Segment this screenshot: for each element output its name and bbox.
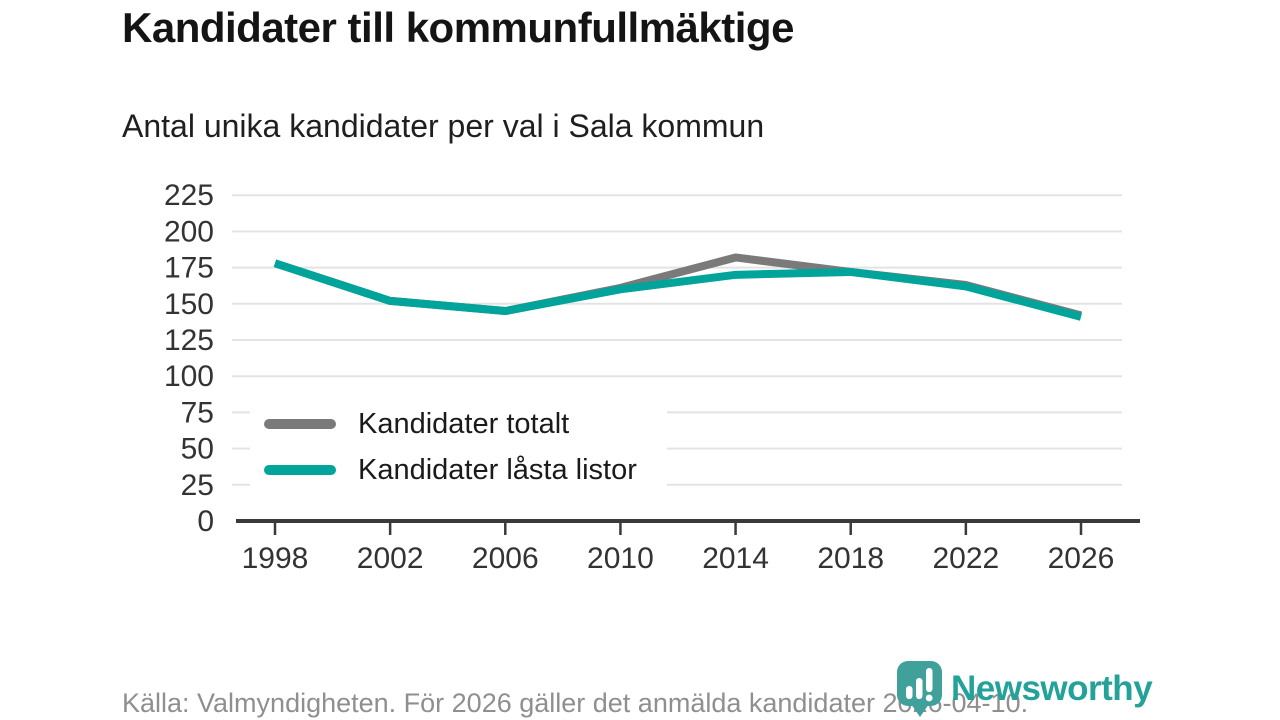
legend-swatch-lasta-listor xyxy=(264,465,336,475)
x-tick-label-2006: 2006 xyxy=(472,542,539,575)
legend-label-totalt: Kandidater totalt xyxy=(358,407,570,440)
legend-item-lasta-listor: Kandidater låsta listor xyxy=(264,449,637,491)
x-tick-label-2018: 2018 xyxy=(817,542,884,575)
y-tick-label-25: 25 xyxy=(181,469,214,502)
newsworthy-logo-icon xyxy=(897,661,942,717)
chart-subtitle: Antal unika kandidater per val i Sala ko… xyxy=(122,108,765,144)
y-tick-label-225: 225 xyxy=(164,179,214,212)
y-tick-label-200: 200 xyxy=(164,215,214,248)
x-tick-label-2026: 2026 xyxy=(1048,542,1115,575)
y-tick-label-125: 125 xyxy=(164,324,214,357)
page-title: Kandidater till kommunfullmäktige xyxy=(122,4,794,51)
chart-legend: Kandidater totalt Kandidater låsta listo… xyxy=(250,399,667,499)
source-note: Källa: Valmyndigheten. För 2026 gäller d… xyxy=(122,688,1029,718)
series-line-kandidater-l-sta-listor xyxy=(273,259,1083,321)
y-tick-label-0: 0 xyxy=(197,505,214,538)
x-tick-label-1998: 1998 xyxy=(242,542,309,575)
x-tick-label-2010: 2010 xyxy=(587,542,654,575)
newsworthy-logo: Newsworthy xyxy=(896,660,1153,718)
x-tick-label-2022: 2022 xyxy=(932,542,999,575)
y-tick-label-175: 175 xyxy=(164,252,214,285)
legend-swatch-totalt xyxy=(264,419,336,429)
x-tick-label-2014: 2014 xyxy=(702,542,769,575)
y-tick-label-150: 150 xyxy=(164,288,214,321)
legend-label-lasta-listor: Kandidater låsta listor xyxy=(358,453,637,486)
y-tick-label-75: 75 xyxy=(181,396,214,429)
newsworthy-logo-text: Newsworthy xyxy=(951,669,1153,708)
y-tick-label-50: 50 xyxy=(181,433,214,466)
legend-item-totalt: Kandidater totalt xyxy=(264,403,637,445)
x-tick-label-2002: 2002 xyxy=(357,542,424,575)
y-tick-label-100: 100 xyxy=(164,360,214,393)
